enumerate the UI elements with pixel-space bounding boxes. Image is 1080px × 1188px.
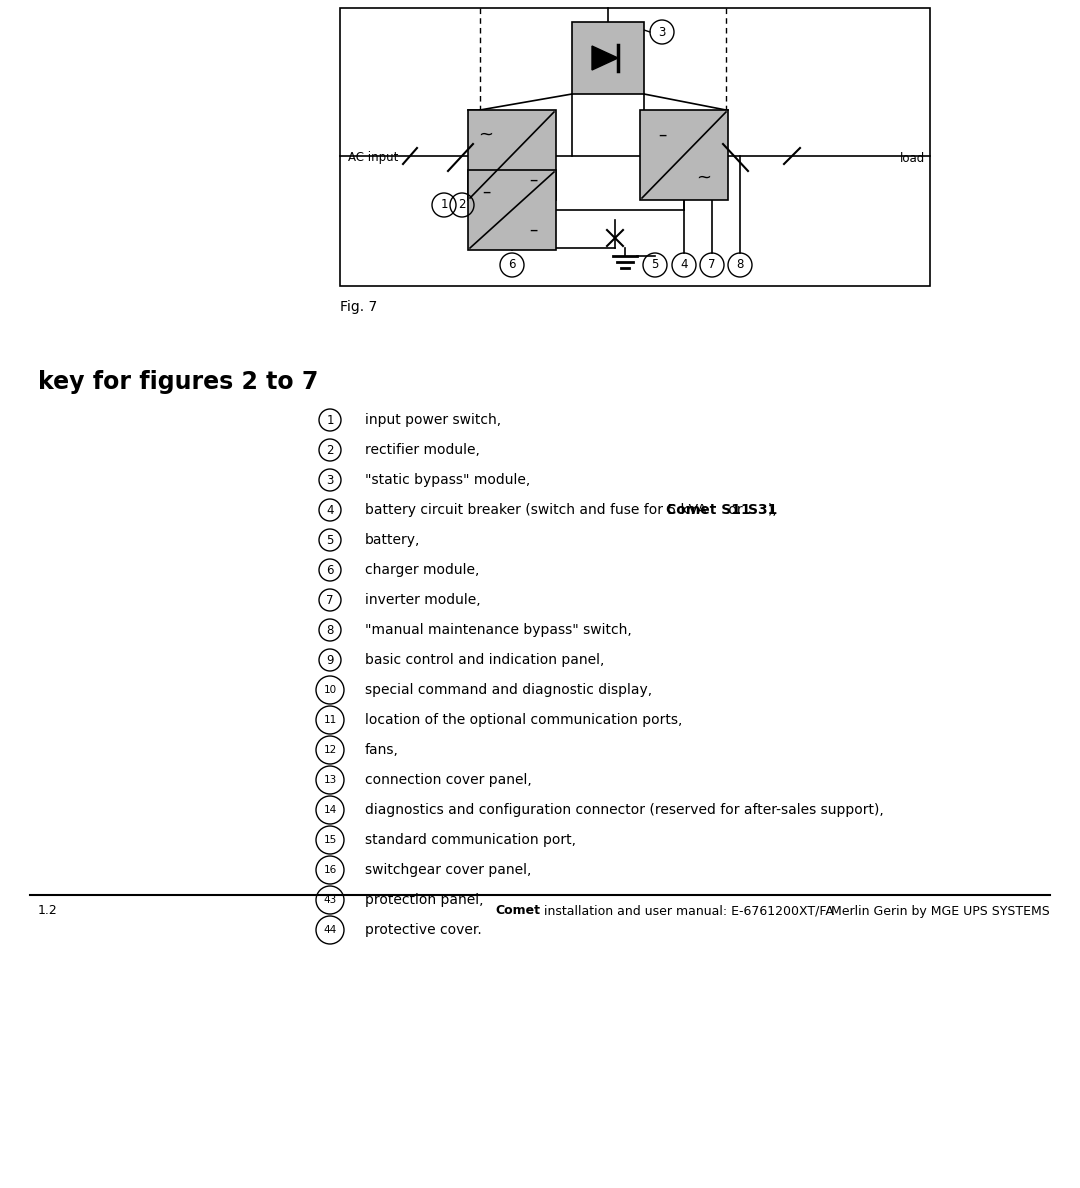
- Text: protective cover.: protective cover.: [365, 923, 482, 937]
- Text: switchgear cover panel,: switchgear cover panel,: [365, 862, 531, 877]
- Text: 3: 3: [659, 25, 665, 38]
- Polygon shape: [592, 46, 618, 70]
- Text: 14: 14: [323, 805, 337, 815]
- Text: ),: ),: [768, 503, 778, 517]
- Text: inverter module,: inverter module,: [365, 593, 481, 607]
- Text: charger module,: charger module,: [365, 563, 480, 577]
- Text: 4: 4: [680, 259, 688, 272]
- Text: location of the optional communication ports,: location of the optional communication p…: [365, 713, 683, 727]
- Text: –: –: [658, 126, 666, 144]
- Text: input power switch,: input power switch,: [365, 413, 501, 426]
- Text: 6: 6: [326, 563, 334, 576]
- Text: battery,: battery,: [365, 533, 420, 546]
- Text: 2: 2: [326, 443, 334, 456]
- Text: 1: 1: [441, 198, 448, 211]
- Text: 5: 5: [326, 533, 334, 546]
- Text: "static bypass" module,: "static bypass" module,: [365, 473, 530, 487]
- Bar: [640, 110, 728, 200]
- Text: 16: 16: [323, 865, 337, 876]
- Text: 13: 13: [323, 775, 337, 785]
- Text: 3: 3: [326, 474, 334, 487]
- Text: connection cover panel,: connection cover panel,: [365, 773, 531, 786]
- Text: S31: S31: [748, 503, 778, 517]
- Text: 9: 9: [326, 653, 334, 666]
- Text: 15: 15: [323, 835, 337, 845]
- Text: 2: 2: [458, 198, 465, 211]
- Text: Comet: Comet: [495, 904, 540, 917]
- Text: protection panel,: protection panel,: [365, 893, 484, 906]
- Text: 8: 8: [737, 259, 744, 272]
- Text: diagnostics and configuration connector (reserved for after-sales support),: diagnostics and configuration connector …: [365, 803, 883, 817]
- Text: load: load: [900, 152, 924, 164]
- Bar: [468, 110, 556, 200]
- Text: installation and user manual: E-6761200XT/FA: installation and user manual: E-6761200X…: [540, 904, 834, 917]
- Text: ~: ~: [697, 169, 712, 187]
- Text: –: –: [529, 221, 537, 239]
- Text: 12: 12: [323, 745, 337, 756]
- Text: Comet S11: Comet S11: [666, 503, 751, 517]
- Bar: [468, 170, 556, 249]
- Text: 11: 11: [323, 715, 337, 725]
- Text: basic control and indication panel,: basic control and indication panel,: [365, 653, 605, 666]
- Text: 8: 8: [326, 624, 334, 637]
- Text: Fig. 7: Fig. 7: [340, 301, 377, 314]
- Text: 5: 5: [651, 259, 659, 272]
- Text: or: or: [725, 503, 747, 517]
- Text: 6: 6: [509, 259, 516, 272]
- Text: 1.2: 1.2: [38, 904, 57, 917]
- Text: special command and diagnostic display,: special command and diagnostic display,: [365, 683, 652, 697]
- Text: Merlin Gerin by MGE UPS SYSTEMS: Merlin Gerin by MGE UPS SYSTEMS: [832, 904, 1050, 917]
- Text: –: –: [529, 171, 537, 189]
- Text: standard communication port,: standard communication port,: [365, 833, 576, 847]
- Text: 1: 1: [326, 413, 334, 426]
- Text: –: –: [482, 183, 490, 201]
- Text: rectifier module,: rectifier module,: [365, 443, 480, 457]
- Text: "manual maintenance bypass" switch,: "manual maintenance bypass" switch,: [365, 623, 632, 637]
- Text: battery circuit breaker (switch and fuse for 5 kVA: battery circuit breaker (switch and fuse…: [365, 503, 711, 517]
- Text: 7: 7: [708, 259, 716, 272]
- Text: 10: 10: [323, 685, 337, 695]
- Text: 7: 7: [326, 594, 334, 607]
- Bar: [572, 23, 644, 94]
- Text: 43: 43: [323, 895, 337, 905]
- Text: key for figures 2 to 7: key for figures 2 to 7: [38, 369, 319, 394]
- Text: AC input: AC input: [348, 152, 399, 164]
- Bar: [340, 8, 930, 286]
- Text: fans,: fans,: [365, 742, 399, 757]
- Text: ~: ~: [478, 126, 494, 144]
- Text: 44: 44: [323, 925, 337, 935]
- Text: 4: 4: [326, 504, 334, 517]
